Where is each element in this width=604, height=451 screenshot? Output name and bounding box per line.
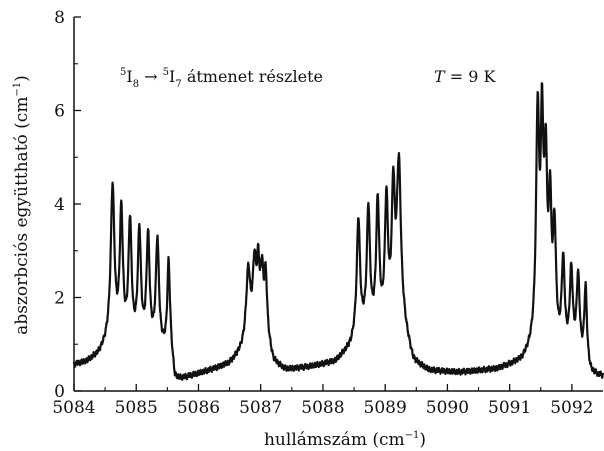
y-axis-label: abszorbciós együttható (cm−1) bbox=[12, 75, 32, 335]
x-tick-label: 5085 bbox=[115, 398, 158, 418]
x-tick-label: 5087 bbox=[239, 398, 282, 418]
x-ticks: 5084 5085 5086 5087 5088 5089 5090 5091 5092 bbox=[52, 384, 594, 418]
y-tick-label: 4 bbox=[54, 195, 65, 215]
spectrum-line bbox=[72, 82, 604, 381]
y-ticks: 0 2 4 6 8 bbox=[54, 8, 81, 402]
y-tick-label: 8 bbox=[54, 8, 65, 28]
transition-annotation: 5I8 → 5I7 átmenet részlete bbox=[120, 67, 323, 90]
x-tick-label: 5090 bbox=[426, 398, 469, 418]
x-tick-label: 5091 bbox=[488, 398, 531, 418]
x-tick-label: 5084 bbox=[52, 398, 95, 418]
y-tick-label: 6 bbox=[54, 102, 65, 122]
x-tick-label: 5088 bbox=[301, 398, 344, 418]
x-axis-label: hullámszám (cm−1) bbox=[264, 430, 426, 450]
y-tick-label: 0 bbox=[54, 382, 65, 402]
plot-area bbox=[72, 82, 604, 381]
y-tick-label: 2 bbox=[54, 289, 65, 309]
x-tick-label: 5092 bbox=[550, 398, 593, 418]
temperature-annotation: T = 9 K bbox=[434, 67, 497, 86]
x-tick-label: 5089 bbox=[364, 398, 407, 418]
x-tick-label: 5086 bbox=[177, 398, 220, 418]
